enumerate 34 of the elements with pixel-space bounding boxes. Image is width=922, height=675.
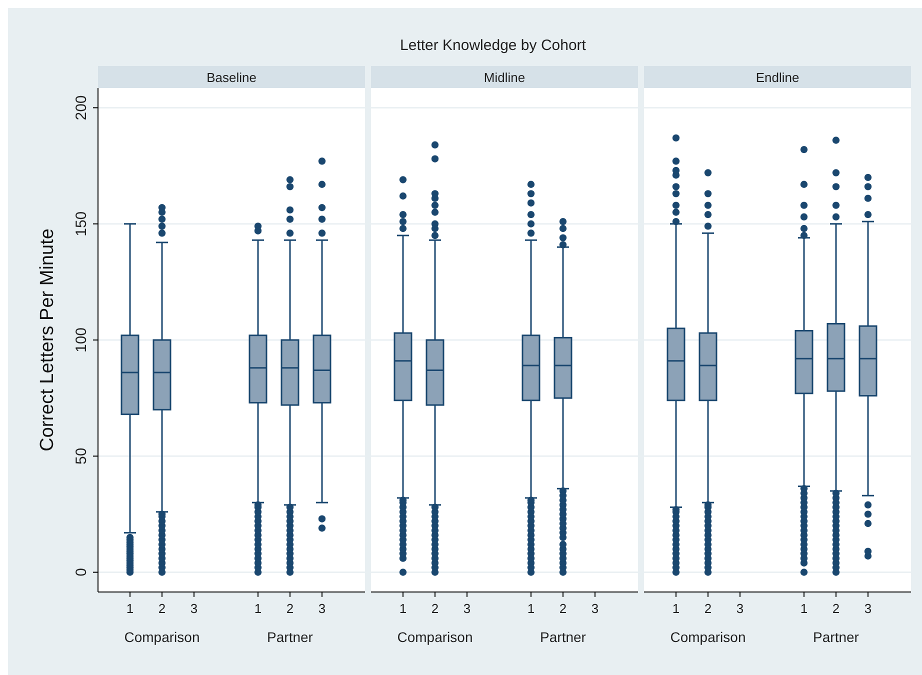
x-tick-label: 2 bbox=[286, 601, 294, 616]
x-tick-label: 3 bbox=[463, 601, 471, 616]
text: Comparison bbox=[397, 629, 473, 645]
chart-title: Midline bbox=[484, 70, 526, 85]
x-tick-label: 2 bbox=[431, 601, 439, 616]
x-tick-label: 1 bbox=[672, 601, 680, 616]
x-tick-label: 2 bbox=[704, 601, 712, 616]
x-tick-label: 1 bbox=[254, 601, 262, 616]
x-tick-label: 2 bbox=[559, 601, 567, 616]
x-tick-label: 1 bbox=[800, 601, 808, 616]
text: Comparison bbox=[670, 629, 746, 645]
chart-title: Endline bbox=[756, 70, 800, 85]
x-tick-label: 3 bbox=[736, 601, 744, 616]
text: Letter Knowledge by Cohort bbox=[400, 37, 587, 54]
x-tick-label: 3 bbox=[190, 601, 198, 616]
x-tick-label: 2 bbox=[832, 601, 840, 616]
text: Partner bbox=[267, 629, 314, 645]
y-tick-label: 100 bbox=[73, 327, 90, 353]
y-tick-label: 200 bbox=[73, 95, 90, 120]
text: Comparison bbox=[124, 629, 200, 645]
x-tick-label: 1 bbox=[399, 601, 407, 616]
x-tick-label: 1 bbox=[126, 601, 134, 616]
y-tick-label: 0 bbox=[73, 568, 90, 576]
x-tick-label: 3 bbox=[591, 601, 599, 616]
chart-title: Baseline bbox=[206, 70, 256, 85]
text: Partner bbox=[540, 629, 586, 645]
y-axis-title: Correct Letters Per Minute bbox=[37, 228, 58, 452]
y-tick-label: 50 bbox=[73, 448, 90, 464]
x-tick-label: 3 bbox=[318, 601, 326, 616]
x-tick-label: 2 bbox=[158, 601, 166, 616]
y-tick-label: 150 bbox=[73, 211, 90, 236]
text: Partner bbox=[813, 629, 860, 645]
x-tick-label: 3 bbox=[864, 601, 872, 616]
x-tick-label: 1 bbox=[527, 601, 535, 616]
